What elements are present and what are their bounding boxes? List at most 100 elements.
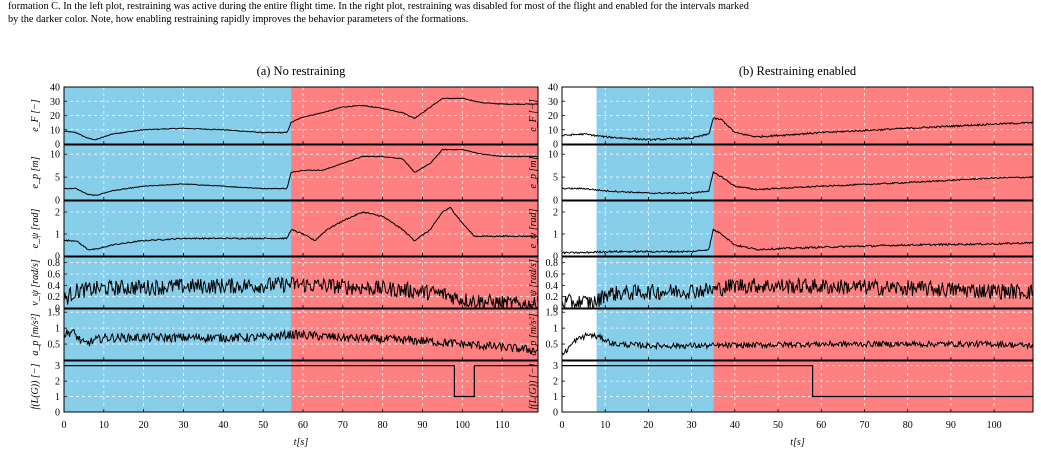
y-tick-label: 0.8: [48, 258, 61, 269]
y-tick-label: 1.5: [546, 308, 559, 319]
x-tick-label: 70: [859, 420, 869, 431]
caption-line-2: by the darker color. Note, how enabling …: [8, 14, 469, 25]
y-tick-label: 1.5: [48, 308, 61, 319]
panel-frame: [63, 200, 539, 257]
y-tick-label: 0: [55, 304, 60, 315]
y-axis-label: e_ψ [rad]: [30, 208, 41, 248]
y-tick-label: 1: [55, 392, 60, 403]
y-tick-label: 30: [548, 97, 558, 108]
panel-1: 0 10 20 30 40 e_F [−]: [30, 83, 539, 151]
panel-frame: [561, 144, 1034, 201]
band-red: [291, 201, 538, 256]
band-blue: [64, 361, 292, 412]
y-axis-label: a_p [m/s²]: [528, 313, 539, 355]
y-tick-label: 0.2: [546, 292, 559, 303]
y-axis-label: e_p [m]: [528, 156, 539, 188]
panel-frame: [561, 308, 1034, 361]
y-tick-label: 1: [55, 324, 60, 335]
y-tick-label: 2: [553, 208, 558, 219]
y-tick-label: 10: [548, 150, 558, 161]
band-red: [713, 309, 1033, 360]
band-red: [291, 309, 538, 360]
y-tick-label: 1: [553, 324, 558, 335]
series-line: [562, 365, 1033, 398]
panel-frame: [561, 200, 1034, 257]
x-tick-label: 90: [946, 420, 956, 431]
y-tick-label: 10: [548, 125, 558, 136]
y-tick-label: 3: [553, 361, 558, 372]
panel-3: 0 1 2 e_ψ [rad]: [528, 200, 1034, 263]
y-tick-label: 3: [55, 361, 60, 372]
panel-4: 00.20.40.60.8 v_ψ [rad/s]: [30, 256, 539, 315]
y-tick-label: 2: [55, 377, 60, 388]
x-tick-label: 100: [987, 420, 1002, 431]
band-red: [713, 145, 1033, 200]
panel-2: 0 5 10 e_p [m]: [30, 144, 539, 207]
caption-line-1: formation C. In the left plot, restraini…: [8, 1, 749, 12]
series-line: [63, 206, 539, 251]
band-blue: [64, 145, 292, 200]
x-tick-label: 80: [903, 420, 913, 431]
x-axis-label: t[s]: [790, 437, 805, 448]
x-axis-label: t[s]: [294, 437, 309, 448]
panel-frame: [561, 360, 1034, 413]
y-tick-label: 0.4: [48, 281, 61, 292]
x-tick-label: 90: [417, 420, 427, 431]
x-tick-label: 80: [378, 420, 388, 431]
x-tick-label: 60: [298, 420, 308, 431]
series-line: [63, 328, 539, 355]
band-red: [291, 361, 538, 412]
x-tick-label: 100: [455, 420, 470, 431]
panel-frame: [63, 144, 539, 201]
y-tick-label: 0: [553, 408, 558, 419]
series-line: [561, 117, 1033, 142]
y-tick-label: 0.5: [546, 340, 559, 351]
x-tick-label: 110: [495, 420, 510, 431]
y-axis-label: e_ψ [rad]: [528, 208, 539, 248]
band-blue: [64, 309, 292, 360]
y-tick-label: 0.6: [546, 270, 559, 281]
y-tick-label: 0: [55, 252, 60, 263]
y-tick-label: 0: [553, 196, 558, 207]
x-tick-label: 0: [62, 420, 67, 431]
x-tick-label: 30: [178, 420, 188, 431]
x-tick-label: 20: [643, 420, 653, 431]
y-axis-label: v_ψ [rad/s]: [30, 259, 41, 306]
y-tick-label: 1: [553, 230, 558, 241]
band-blue: [596, 361, 714, 412]
band-red: [713, 201, 1033, 256]
band-red: [291, 257, 538, 308]
chart-title: (b) Restraining enabled: [739, 64, 857, 78]
y-tick-label: 0.6: [48, 270, 61, 281]
band-red: [713, 361, 1033, 412]
x-tick-label: 40: [730, 420, 740, 431]
panel-5: 0.5 1 1.5 a_p [m/s²]: [528, 308, 1034, 361]
x-tick-label: 10: [600, 420, 610, 431]
y-tick-label: 0: [55, 408, 60, 419]
chart-title: (a) No restraining: [257, 64, 347, 78]
y-axis-label: e_F [−]: [30, 99, 41, 132]
series-line: [63, 276, 539, 309]
y-tick-label: 40: [50, 83, 60, 94]
panel-1: 0 10 20 30 40 e_F [−]: [528, 83, 1034, 151]
x-tick-label: 70: [338, 420, 348, 431]
band-blue: [596, 309, 714, 360]
series-line: [561, 228, 1034, 255]
y-tick-label: 20: [50, 111, 60, 122]
y-tick-label: 0.8: [546, 258, 559, 269]
y-tick-label: 0: [55, 140, 60, 151]
y-tick-label: 2: [553, 377, 558, 388]
y-axis-label: f(L(G)) [−]: [30, 363, 41, 409]
x-tick-label: 30: [687, 420, 697, 431]
y-axis-label: a_p [m/s²]: [30, 313, 41, 355]
x-tick-label: 50: [258, 420, 268, 431]
y-axis-label: e_p [m]: [30, 156, 41, 188]
series-line: [64, 365, 538, 398]
y-tick-label: 10: [50, 150, 60, 161]
y-tick-label: 0: [553, 140, 558, 151]
y-tick-label: 1: [553, 392, 558, 403]
band-blue: [64, 201, 292, 256]
